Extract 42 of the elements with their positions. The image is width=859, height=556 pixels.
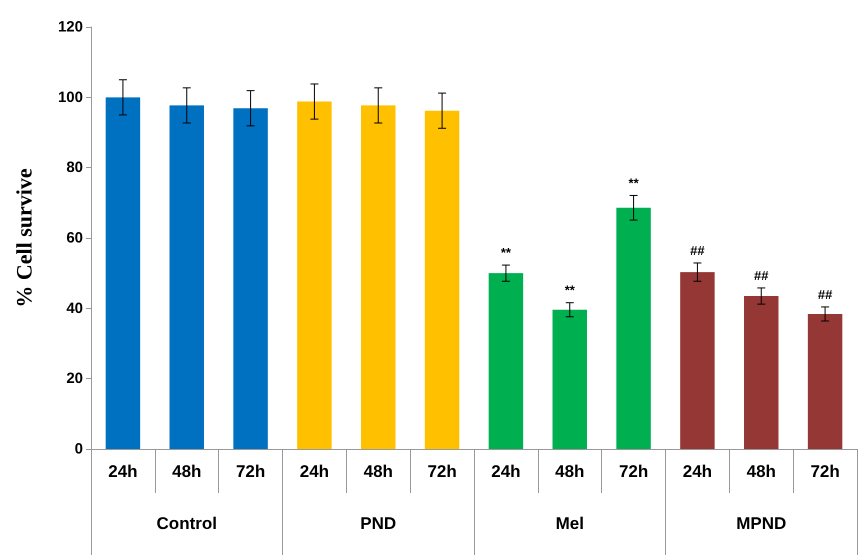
bar <box>552 310 587 449</box>
bar <box>361 105 396 449</box>
x-tick-label: 24h <box>108 462 138 481</box>
x-tick-label: 24h <box>491 462 521 481</box>
x-tick-label: 72h <box>427 462 457 481</box>
x-tick-label: 48h <box>364 462 393 481</box>
data-label: ** <box>500 245 512 260</box>
x-tick-label: 24h <box>300 462 330 481</box>
y-axis-title: % Cell survive <box>12 168 36 308</box>
y-tick-label: 100 <box>58 88 83 106</box>
text: Control <box>156 514 217 533</box>
bar <box>297 102 332 449</box>
y-tick-label: 0 <box>74 440 83 458</box>
data-label: ## <box>754 268 770 283</box>
text: PND <box>360 514 396 533</box>
data-label: ** <box>564 282 576 298</box>
bar <box>744 296 778 449</box>
y-tick-label: 120 <box>58 18 83 36</box>
x-tick-label: 72h <box>236 462 266 481</box>
x-tick-label: 48h <box>555 462 584 481</box>
data-label: ## <box>818 286 834 302</box>
x-tick-label: 48h <box>746 462 776 481</box>
x-tick-label: 48h <box>172 462 202 481</box>
data-label: ## <box>690 242 706 258</box>
y-tick-label: 40 <box>66 300 83 317</box>
y-tick-label: 60 <box>66 230 83 246</box>
y-tick-label: 80 <box>66 159 83 176</box>
text: Mel <box>556 514 584 533</box>
bar <box>233 108 268 449</box>
x-tick-label: 72h <box>810 462 840 481</box>
bar <box>808 314 842 449</box>
data-label: ** <box>628 175 640 190</box>
y-tick-label: 20 <box>66 370 83 388</box>
bar <box>170 105 204 449</box>
bar <box>106 97 140 449</box>
x-tick-label: 24h <box>682 462 712 481</box>
bar <box>424 110 460 449</box>
bar <box>488 273 524 449</box>
text: MPND <box>736 514 786 533</box>
bar <box>616 208 651 449</box>
x-tick-label: 72h <box>618 462 648 481</box>
bar <box>680 272 715 449</box>
